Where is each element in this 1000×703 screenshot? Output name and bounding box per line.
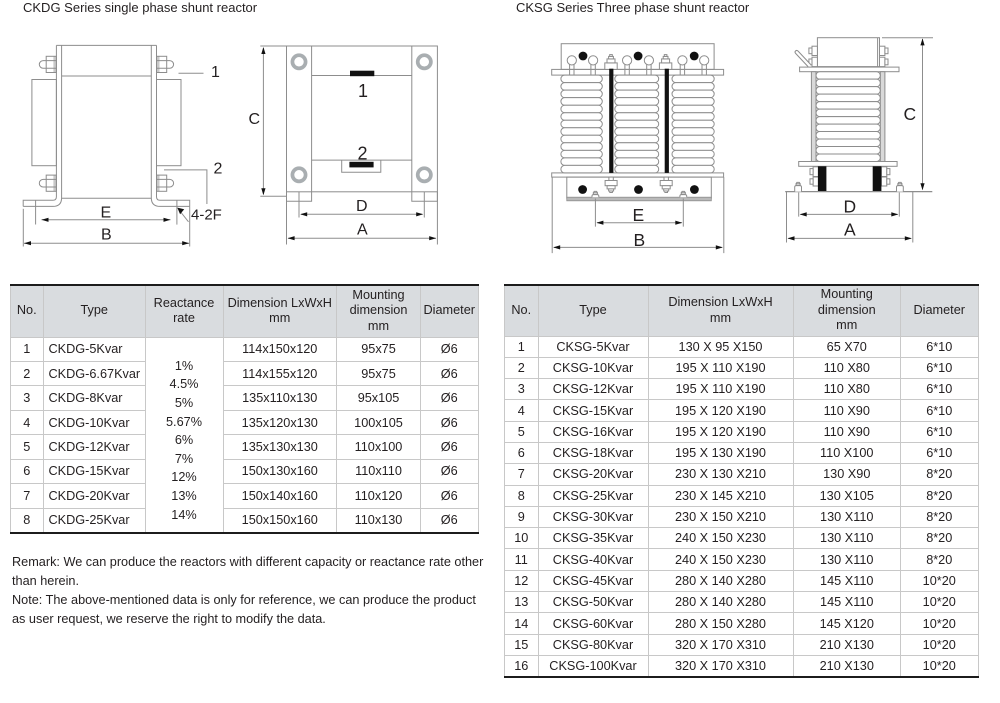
svg-text:E: E: [633, 205, 645, 225]
svg-text:B: B: [101, 227, 112, 244]
svg-text:1: 1: [358, 81, 368, 101]
svg-text:4-2F: 4-2F: [191, 207, 222, 224]
svg-text:D: D: [356, 198, 368, 215]
svg-text:A: A: [357, 222, 368, 239]
svg-text:2: 2: [214, 161, 223, 178]
svg-text:A: A: [844, 220, 856, 240]
svg-text:1: 1: [211, 64, 220, 81]
svg-text:D: D: [844, 197, 857, 217]
svg-text:E: E: [101, 205, 112, 222]
svg-text:C: C: [249, 111, 261, 128]
svg-text:C: C: [904, 104, 917, 124]
svg-text:B: B: [634, 230, 646, 250]
svg-text:2: 2: [358, 144, 368, 164]
